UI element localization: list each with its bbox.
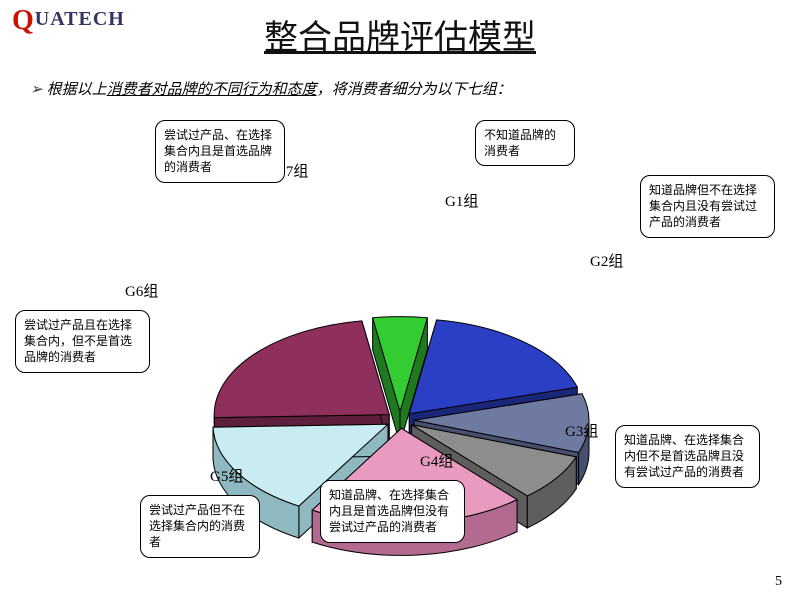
- pie-chart-container: G1组 G2组 G3组 G4组 G5组 G6组 G7组 尝试过产品、在选择集合内…: [0, 120, 800, 560]
- slice-label-g1: G1组: [445, 190, 478, 211]
- callout-g7-text: 尝试过产品、在选择集合内且是首选品牌的消费者: [164, 128, 272, 174]
- callout-g4: 知道品牌、在选择集合内且是首选品牌但没有尝试过产品的消费者: [320, 480, 465, 543]
- subtitle-suffix: ，将消费者细分为以下七组：: [317, 82, 512, 98]
- page-subtitle: ➢根据以上消费者对品牌的不同行为和态度，将消费者细分为以下七组：: [30, 78, 512, 99]
- callout-g3: 知道品牌、在选择集合内但不是首选品牌且没有尝试过产品的消费者: [615, 425, 760, 488]
- brand-logo: QUATECH: [12, 8, 125, 31]
- bullet-icon: ➢: [30, 80, 43, 99]
- slice-label-g3: G3组: [565, 420, 598, 441]
- callout-g4-text: 知道品牌、在选择集合内且是首选品牌但没有尝试过产品的消费者: [329, 488, 449, 534]
- slice-label-g6: G6组: [125, 280, 158, 301]
- subtitle-prefix: 根据以上: [47, 82, 107, 98]
- callout-g1: 不知道品牌的消费者: [475, 120, 575, 166]
- callout-g6: 尝试过产品且在选择集合内，但不是首选品牌的消费者: [15, 310, 150, 373]
- page-title: 整合品牌评估模型: [264, 10, 536, 59]
- slice-label-g4: G4组: [420, 450, 453, 471]
- slice-label-g5: G5组: [210, 465, 243, 486]
- slice-label-g2: G2组: [590, 250, 623, 271]
- callout-g7: 尝试过产品、在选择集合内且是首选品牌的消费者: [155, 120, 285, 183]
- callout-g1-text: 不知道品牌的消费者: [484, 128, 556, 158]
- pie-slice-g7: [214, 321, 389, 418]
- page-number: 5: [775, 574, 782, 590]
- callout-g5-text: 尝试过产品但不在选择集合内的消费者: [149, 503, 245, 549]
- callout-g6-text: 尝试过产品且在选择集合内，但不是首选品牌的消费者: [24, 318, 132, 364]
- logo-rest: UATECH: [35, 8, 125, 30]
- logo-q: Q: [12, 11, 35, 31]
- subtitle-underlined: 消费者对品牌的不同行为和态度: [107, 82, 317, 98]
- callout-g2: 知道品牌但不在选择集合内且没有尝试过产品的消费者: [640, 175, 775, 238]
- callout-g2-text: 知道品牌但不在选择集合内且没有尝试过产品的消费者: [649, 183, 757, 229]
- callout-g3-text: 知道品牌、在选择集合内但不是首选品牌且没有尝试过产品的消费者: [624, 433, 744, 479]
- callout-g5: 尝试过产品但不在选择集合内的消费者: [140, 495, 260, 558]
